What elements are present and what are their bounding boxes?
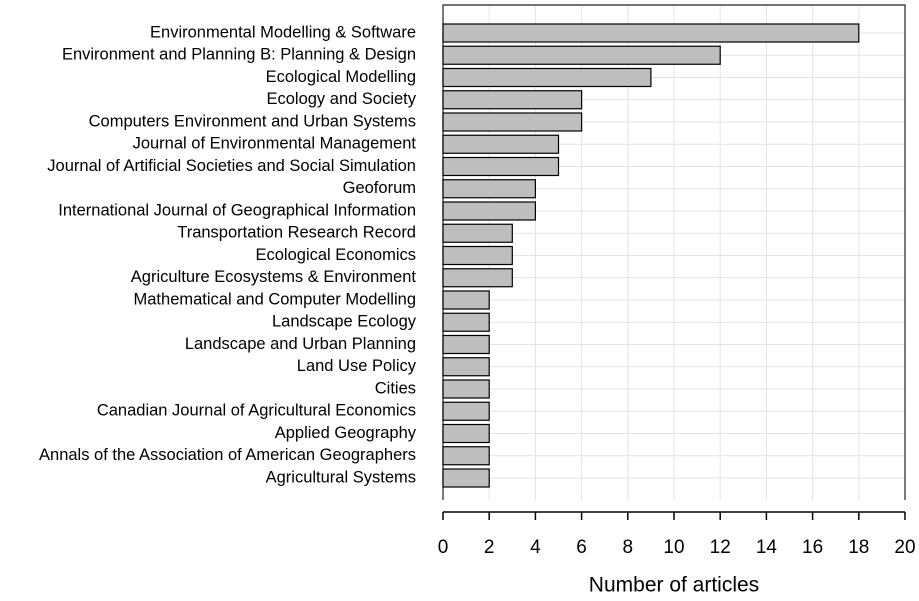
y-tick-label: Transportation Research Record xyxy=(177,224,416,242)
bar xyxy=(442,201,537,221)
y-tick-label: Mathematical and Computer Modelling xyxy=(134,290,416,308)
bar xyxy=(442,45,721,65)
y-tick-label: Journal of Artificial Societies and Soci… xyxy=(47,157,416,175)
y-tick-label: Land Use Policy xyxy=(297,357,417,375)
x-tick-label: 18 xyxy=(848,537,869,558)
bar xyxy=(442,379,490,399)
bar xyxy=(442,179,537,199)
x-tick-label: 4 xyxy=(530,537,541,558)
y-tick-label: Journal of Environmental Management xyxy=(133,135,417,153)
bar xyxy=(442,156,560,177)
y-tick-label: Canadian Journal of Agricultural Economi… xyxy=(97,402,416,420)
bar xyxy=(442,312,490,332)
bar xyxy=(442,134,560,154)
y-tick-label: Environment and Planning B: Planning & D… xyxy=(62,46,416,64)
y-tick-label: Applied Geography xyxy=(275,424,417,442)
y-tick-label: Ecological Modelling xyxy=(266,68,416,86)
x-tick-label: 12 xyxy=(710,537,731,558)
y-tick-label: Ecology and Society xyxy=(266,90,416,108)
bar xyxy=(442,357,490,377)
x-tick-label: 2 xyxy=(484,537,495,558)
x-tick-label: 20 xyxy=(894,537,915,558)
x-tick-label: 10 xyxy=(663,537,684,558)
bar xyxy=(442,468,490,488)
y-tick-label: Annals of the Association of American Ge… xyxy=(39,446,416,464)
bar xyxy=(442,23,860,43)
bar xyxy=(442,268,513,288)
x-tick-label: 6 xyxy=(576,537,587,558)
y-tick-label: Ecological Economics xyxy=(256,246,417,264)
y-tick-label: Geoforum xyxy=(343,179,416,197)
bar xyxy=(442,401,490,421)
bar xyxy=(442,223,513,243)
y-tick-label: International Journal of Geographical In… xyxy=(58,201,416,219)
bar xyxy=(442,290,490,310)
x-tick-label: 14 xyxy=(756,537,778,558)
bar xyxy=(442,90,583,110)
y-tick-label: Landscape and Urban Planning xyxy=(185,335,416,353)
bar xyxy=(442,423,490,444)
x-tick-label: 8 xyxy=(623,537,634,558)
x-tick-label: 16 xyxy=(802,537,823,558)
bar xyxy=(442,446,490,466)
y-tick-label: Computers Environment and Urban Systems xyxy=(89,112,416,130)
bar xyxy=(442,112,583,132)
y-tick-label: Environmental Modelling & Software xyxy=(150,23,416,41)
y-tick-label: Landscape Ecology xyxy=(272,313,417,331)
bar xyxy=(442,334,490,355)
y-tick-label: Cities xyxy=(375,379,416,397)
x-tick-label: 0 xyxy=(438,537,449,558)
y-tick-label: Agriculture Ecosystems & Environment xyxy=(131,268,417,286)
bar xyxy=(442,67,652,88)
y-tick-label: Agricultural Systems xyxy=(266,468,416,486)
x-axis-label: Number of articles xyxy=(589,574,759,597)
bar xyxy=(442,245,513,266)
